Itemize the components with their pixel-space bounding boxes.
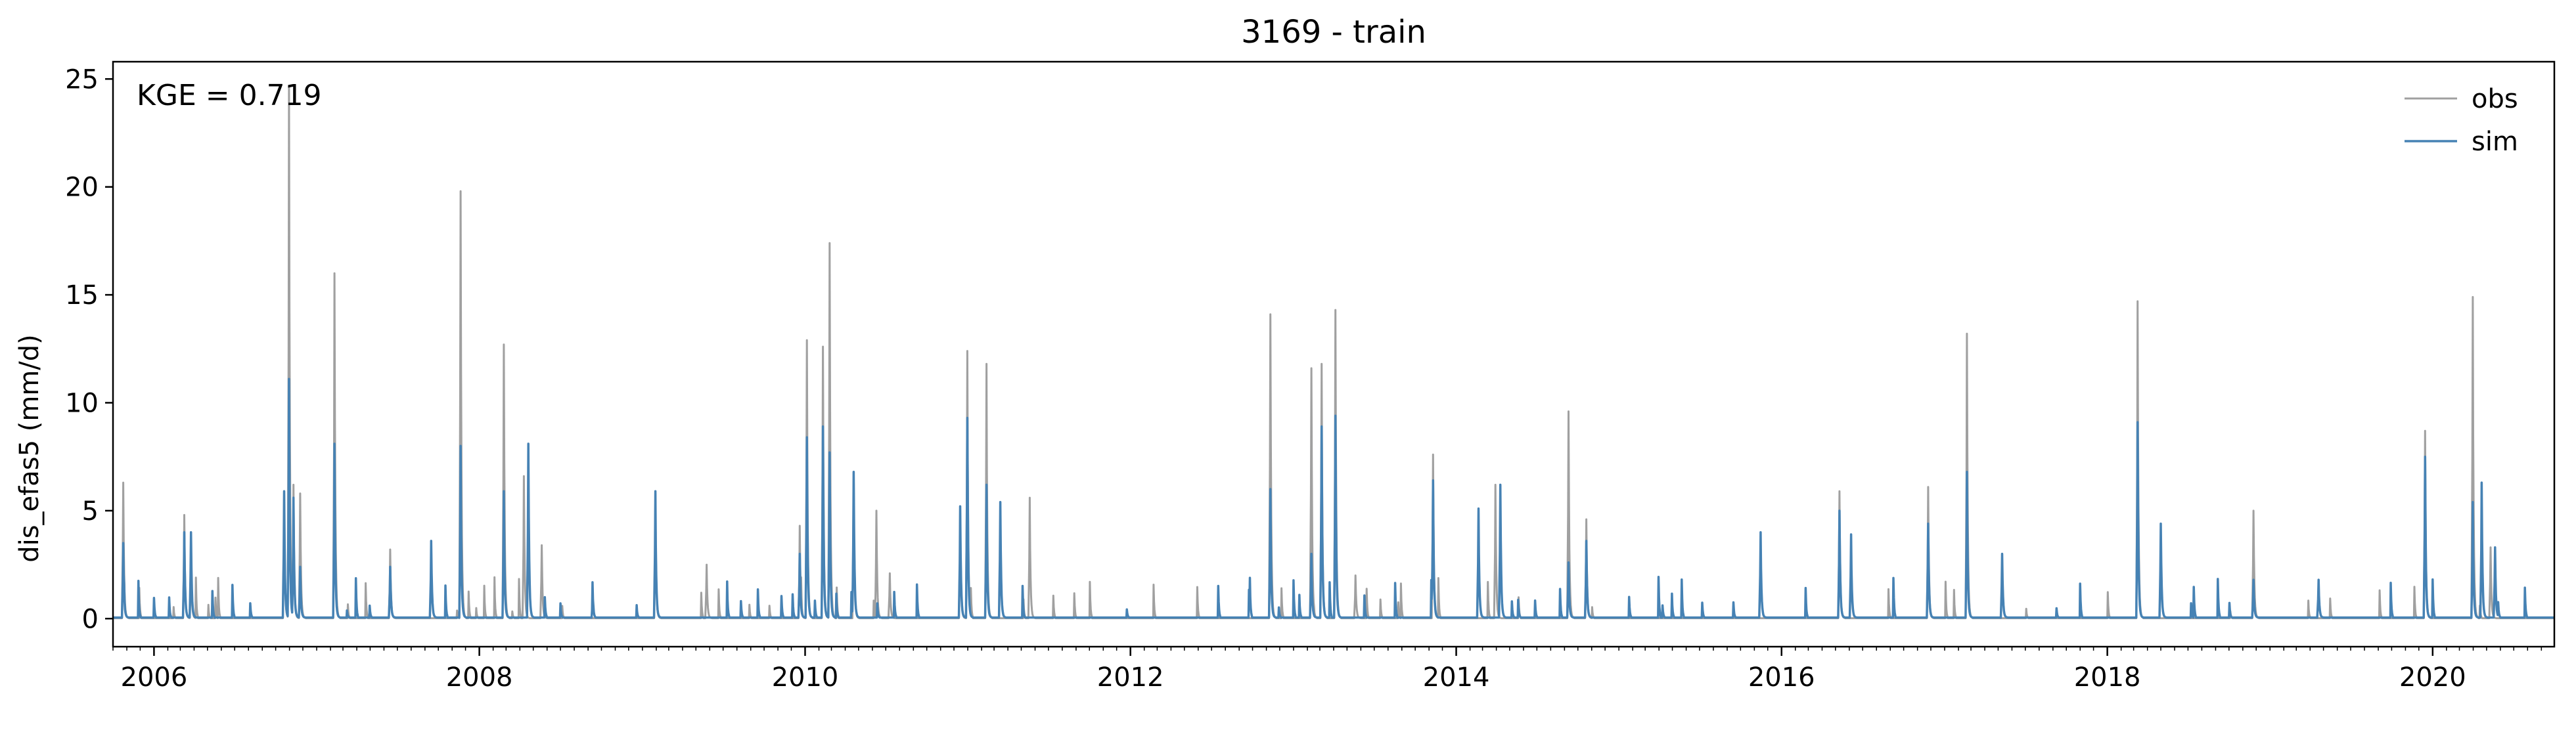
x-tick-label: 2006 (121, 662, 188, 693)
x-tick-label: 2020 (2399, 662, 2466, 693)
x-axis: 2006 2008 2010 2012 2014 2016 2018 2020 (112, 647, 2542, 693)
x-tick-label: 2014 (1423, 662, 1490, 693)
legend-label-obs: obs (2472, 84, 2518, 114)
y-tick-label: 25 (65, 64, 99, 95)
x-tick-label: 2016 (1748, 662, 1815, 693)
y-axis: 0 5 10 15 20 25 (65, 64, 113, 634)
y-tick-label: 15 (65, 280, 99, 311)
plot-frame (112, 60, 2556, 648)
x-tick-label: 2010 (772, 662, 839, 693)
y-tick-label: 0 (82, 604, 99, 634)
x-tick-label: 2012 (1097, 662, 1164, 693)
y-tick-label: 10 (65, 388, 99, 418)
kge-annotation: KGE = 0.719 (137, 79, 322, 112)
y-axis-label: dis_efas5 (mm/d) (14, 334, 45, 563)
x-tick-label: 2018 (2074, 662, 2141, 693)
series-line-sim (113, 378, 2554, 619)
y-tick-label: 20 (65, 173, 99, 203)
x-tick-label: 2008 (446, 662, 513, 693)
legend-label-sim: sim (2472, 127, 2518, 157)
chart-title: 3169 - train (1241, 14, 1426, 51)
series-layer (113, 87, 2554, 620)
y-tick-label: 5 (82, 496, 99, 527)
legend: obs sim (2405, 84, 2518, 157)
